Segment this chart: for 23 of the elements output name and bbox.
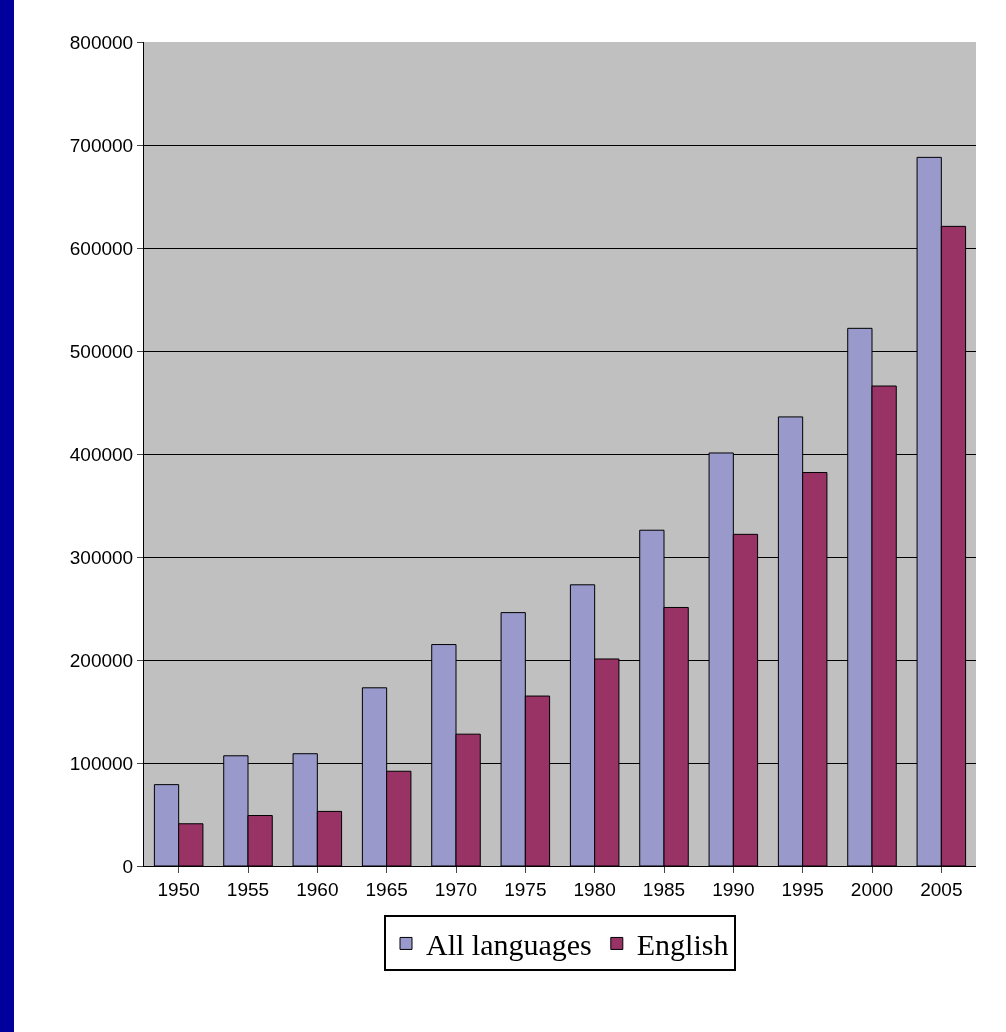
y-tick-label: 300000 [69, 546, 134, 568]
y-tick-label: 500000 [69, 340, 134, 362]
y-tick-label: 700000 [69, 134, 134, 156]
x-tick-label: 1995 [781, 878, 824, 900]
x-tick-label: 1965 [365, 878, 408, 900]
y-tick-label: 100000 [69, 752, 134, 774]
legend-label: All languages [426, 928, 592, 962]
y-tick-label: 200000 [69, 649, 134, 671]
x-tick-label: 1955 [226, 878, 270, 900]
y-tick-label: 800000 [69, 31, 134, 53]
legend-label: English [636, 928, 729, 962]
x-tick-label: 2000 [850, 878, 894, 900]
x-tick-label: 2005 [920, 878, 963, 900]
x-tick-label: 1985 [642, 878, 686, 900]
x-tick-label: 1975 [504, 878, 547, 900]
x-tick-label: 1990 [712, 878, 755, 900]
x-tick-label: 1980 [573, 878, 616, 900]
y-tick-label: 0 [122, 855, 134, 877]
y-tick-label: 600000 [69, 237, 134, 259]
x-tick-label: 1960 [296, 878, 339, 900]
y-tick-label: 400000 [69, 443, 134, 465]
x-tick-label: 1950 [157, 878, 200, 900]
x-tick-label: 1970 [434, 878, 478, 900]
